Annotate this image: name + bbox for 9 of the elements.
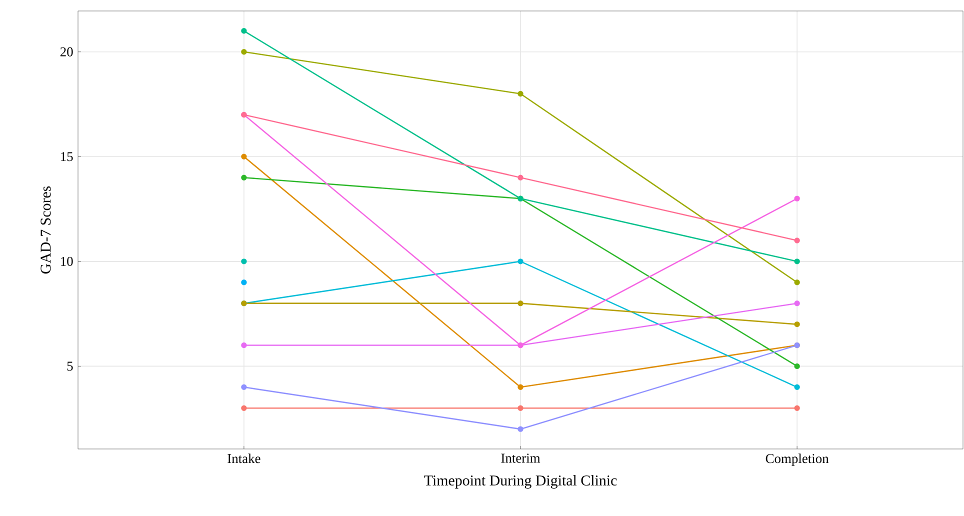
x-tick-label: Completion	[766, 454, 829, 466]
y-tick-label: 10	[61, 256, 73, 266]
x-tick-label: Interim	[501, 454, 540, 463]
y-tick-label: 5	[67, 362, 73, 371]
y-tick-label: 15	[61, 152, 73, 162]
x-tick-label: Intake	[228, 454, 260, 464]
y-tick-label: 20	[60, 47, 73, 56]
x-axis-title: Timepoint During Digital Clinic	[424, 475, 617, 489]
y-axis-title: GAD-7 Scores	[40, 186, 51, 274]
